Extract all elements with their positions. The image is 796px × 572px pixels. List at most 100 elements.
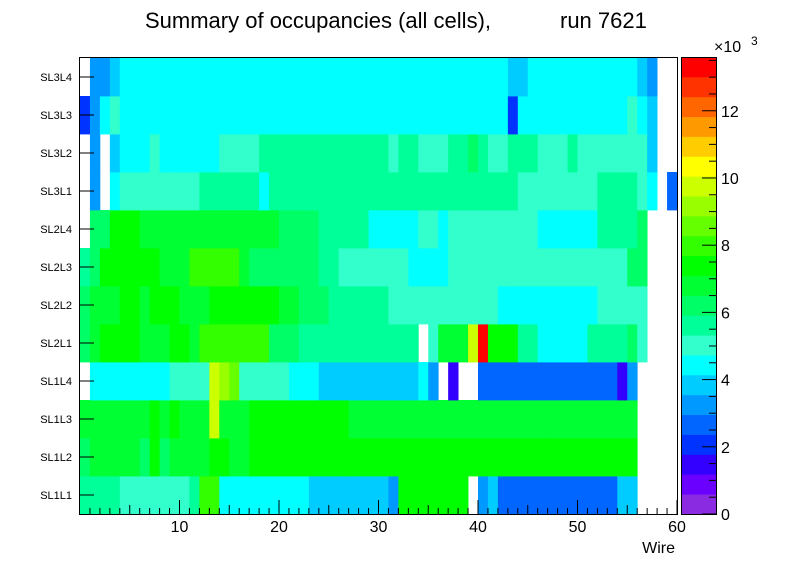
- heatmap-cell: [468, 324, 479, 363]
- color-scale-swatch: [681, 255, 716, 276]
- heatmap-cell: [149, 400, 160, 439]
- heatmap-cell: [637, 172, 648, 211]
- heatmap-cell: [318, 362, 419, 401]
- heatmap-cell: [438, 324, 469, 363]
- color-scale-swatch: [681, 414, 716, 435]
- color-scale-exponent-base: ×10: [714, 39, 741, 56]
- heatmap-cell: [627, 324, 638, 363]
- heatmap-cell: [517, 172, 598, 211]
- heatmap-cell: [239, 362, 290, 401]
- heatmap-cell: [119, 58, 509, 97]
- y-tick-label: SL2L4: [40, 224, 72, 236]
- z-tick-label: 10: [721, 171, 739, 188]
- heatmap-cell: [468, 134, 479, 173]
- x-tick-label: 60: [668, 519, 686, 536]
- heatmap-cell: [249, 248, 320, 287]
- heatmap-cell: [537, 210, 598, 249]
- heatmap-cell: [119, 96, 151, 135]
- color-scale-swatch: [681, 57, 716, 78]
- heatmap-cell: [99, 324, 131, 363]
- heatmap-cell: [169, 172, 200, 211]
- color-scale-swatch: [681, 215, 716, 237]
- heatmap-cell: [249, 438, 290, 477]
- y-tick-label: SL3L2: [40, 148, 72, 160]
- y-tick-label: SL2L1: [40, 338, 72, 350]
- heatmap-cell: [428, 134, 449, 173]
- heatmap-cell: [478, 324, 489, 363]
- heatmap-cell: [229, 438, 250, 477]
- heatmap-cell: [627, 96, 638, 135]
- heatmap-cell: [119, 286, 141, 325]
- heatmap-cell: [398, 134, 419, 173]
- heatmap-cell: [139, 210, 160, 249]
- heatmap-cell: [667, 172, 678, 211]
- color-scale-swatch: [681, 355, 716, 376]
- color-scale-swatch: [681, 335, 716, 356]
- heatmap-cell: [487, 324, 519, 363]
- heatmap-cell: [259, 172, 270, 211]
- heatmap-cell: [647, 134, 658, 173]
- x-tick-label: 10: [171, 519, 189, 536]
- heatmap-cell: [89, 172, 101, 211]
- heatmap-cell: [219, 476, 310, 515]
- heatmap-cell: [647, 58, 658, 97]
- heatmap-cell: [617, 476, 638, 515]
- heatmap-cell: [209, 172, 260, 211]
- y-tick-label: SL3L3: [40, 110, 72, 122]
- heatmap-cell: [269, 172, 310, 211]
- heatmap-cell: [109, 134, 121, 173]
- heatmap-cell: [139, 438, 151, 477]
- heatmap-cell: [169, 438, 210, 477]
- y-axis: SL1L1 SL1L2 SL1L3 SL1L4 SL2L1 SL2L2 SL2L3 SL2L4…: [40, 72, 94, 502]
- heatmap-cell: [89, 438, 141, 477]
- heatmap-cell: [109, 172, 121, 211]
- z-tick-label: 12: [721, 104, 739, 121]
- heatmap-cell: [99, 248, 160, 287]
- x-tick-label: 20: [270, 519, 288, 536]
- heatmap-cell: [298, 286, 330, 325]
- heatmap-cell: [438, 210, 449, 249]
- heatmap-cell: [249, 400, 290, 439]
- heatmap-cell: [169, 362, 210, 401]
- heatmap-cell: [418, 134, 429, 173]
- color-scale-swatch: [681, 454, 716, 475]
- color-scale-swatch: [681, 116, 716, 137]
- heatmap-cell: [159, 324, 170, 363]
- heatmap-cell: [89, 96, 101, 135]
- heatmap-cell: [428, 324, 439, 363]
- heatmap-cell: [517, 96, 628, 135]
- heatmap-cell: [478, 476, 489, 515]
- heatmap-cell: [259, 134, 369, 173]
- heatmap-cell: [159, 248, 190, 287]
- heatmap-cell: [119, 476, 190, 515]
- heatmap-cell: [298, 324, 419, 363]
- heatmap-cell: [478, 134, 489, 173]
- heatmap-cell: [597, 210, 638, 249]
- z-tick-label: 2: [721, 440, 730, 457]
- heatmap-cell: [99, 96, 111, 135]
- heatmap-cell: [219, 134, 260, 173]
- color-scale-swatch: [681, 176, 716, 197]
- heatmap-cell: [517, 324, 539, 363]
- heatmap-cell: [139, 324, 160, 363]
- y-tick-label: SL2L2: [40, 300, 72, 312]
- z-tick-label: 0: [721, 507, 730, 524]
- heatmap-cell: [308, 172, 340, 211]
- heatmap-cell: [537, 324, 588, 363]
- color-scale-swatch: [681, 136, 716, 157]
- heatmap-cell: [637, 210, 648, 249]
- heatmap-cell: [478, 362, 618, 401]
- heatmap-cell: [109, 96, 121, 135]
- x-axis: 10 20 30 40 50 60: [89, 500, 686, 536]
- y-tick-label: SL2L3: [40, 262, 72, 274]
- heatmap-cell: [249, 210, 280, 249]
- x-tick-label: 40: [469, 519, 487, 536]
- color-scale: 0 2 4 6 8 10 12: [681, 57, 739, 524]
- heatmap-cell: [279, 286, 300, 325]
- heatmap-cell: [647, 96, 658, 135]
- heatmap-cell: [398, 286, 499, 325]
- x-tick-label: 50: [569, 519, 587, 536]
- heatmap-cell: [119, 134, 151, 173]
- heatmap-cell: [647, 172, 658, 211]
- heatmap-cell: [617, 134, 648, 173]
